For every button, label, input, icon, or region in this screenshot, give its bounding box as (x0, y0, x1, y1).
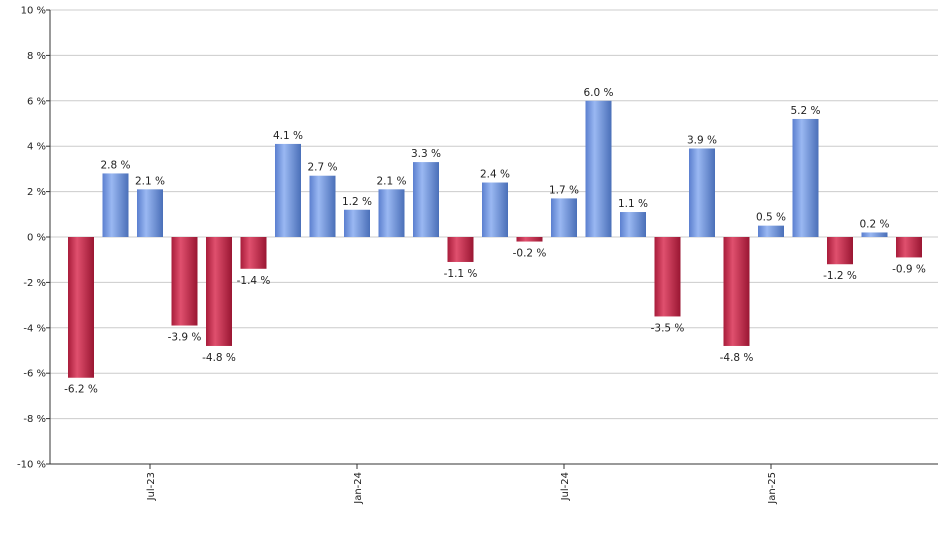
data-label: 1.1 % (618, 198, 648, 210)
bar-positive (137, 189, 163, 237)
y-tick-label: 10 % (21, 6, 46, 17)
data-labels: -6.2 %2.8 %2.1 %-3.9 %-4.8 %-1.4 %4.1 %2… (64, 87, 926, 396)
data-label: -4.8 % (720, 352, 754, 364)
data-label: 6.0 % (583, 87, 613, 99)
bar-negative (827, 237, 853, 265)
bar-positive (861, 232, 888, 237)
data-label: -1.4 % (237, 275, 271, 287)
data-label: 2.8 % (100, 159, 130, 171)
bar-positive (551, 198, 577, 237)
data-label: 1.7 % (549, 184, 579, 196)
bar-positive (620, 212, 646, 237)
bar-positive (309, 175, 336, 237)
bar-positive (482, 182, 508, 237)
y-tick-label: 0 % (27, 233, 46, 244)
data-label: 3.3 % (411, 148, 441, 160)
bar-positive (413, 162, 439, 237)
data-label: 0.5 % (756, 212, 786, 224)
bar-negative (896, 237, 922, 258)
bar-negative (516, 237, 543, 242)
y-tick-label: 4 % (27, 142, 46, 153)
y-tick-label: -6 % (23, 369, 46, 380)
bar-negative (654, 237, 681, 317)
data-label: -3.9 % (168, 332, 202, 344)
bar-negative (447, 237, 474, 262)
data-label: -1.1 % (444, 268, 478, 280)
x-tick-label: Jul-24 (560, 472, 571, 501)
bars (68, 100, 922, 378)
bar-positive (378, 189, 405, 237)
bar-negative (206, 237, 232, 346)
data-label: -0.2 % (513, 248, 547, 260)
data-label: -0.9 % (892, 263, 926, 275)
bar-negative (171, 237, 198, 326)
data-label: -6.2 % (64, 384, 98, 396)
bar-positive (585, 100, 612, 237)
y-tick-label: -10 % (17, 460, 46, 471)
x-tick-label: Jul-23 (146, 472, 157, 501)
bar-positive (689, 148, 715, 237)
bar-positive (344, 209, 370, 237)
data-label: 2.7 % (307, 162, 337, 174)
bar-positive (792, 118, 819, 237)
y-tick-label: -2 % (23, 278, 46, 289)
x-tick-label: Jan-25 (767, 472, 778, 505)
bar-positive (102, 173, 129, 237)
bar-negative (240, 237, 267, 269)
data-label: 3.9 % (687, 134, 717, 146)
y-tick-label: 2 % (27, 187, 46, 198)
y-tick-label: 6 % (27, 96, 46, 107)
data-label: 2.1 % (376, 175, 406, 187)
bar-negative (723, 237, 750, 346)
data-label: 4.1 % (273, 130, 303, 142)
bar-negative (68, 237, 94, 378)
y-tick-label: -8 % (23, 414, 46, 425)
axes: -10 % -8 % -6 % -4 % -2 % 0 % 2 % 4 % 6 % 8 % 10 %… (17, 6, 938, 505)
data-label: 0.2 % (859, 218, 889, 230)
data-label: 2.1 % (135, 175, 165, 187)
y-tick-label: 8 % (27, 51, 46, 62)
data-label: -3.5 % (651, 322, 685, 334)
data-label: 2.4 % (480, 169, 510, 181)
y-tick-label: -4 % (23, 323, 46, 334)
bar-positive (758, 225, 784, 237)
bar-positive (275, 143, 301, 237)
data-label: -4.8 % (202, 352, 236, 364)
x-tick-label: Jan-24 (353, 472, 364, 505)
data-label: 5.2 % (790, 105, 820, 117)
data-label: -1.2 % (823, 270, 857, 282)
data-label: 1.2 % (342, 196, 372, 208)
